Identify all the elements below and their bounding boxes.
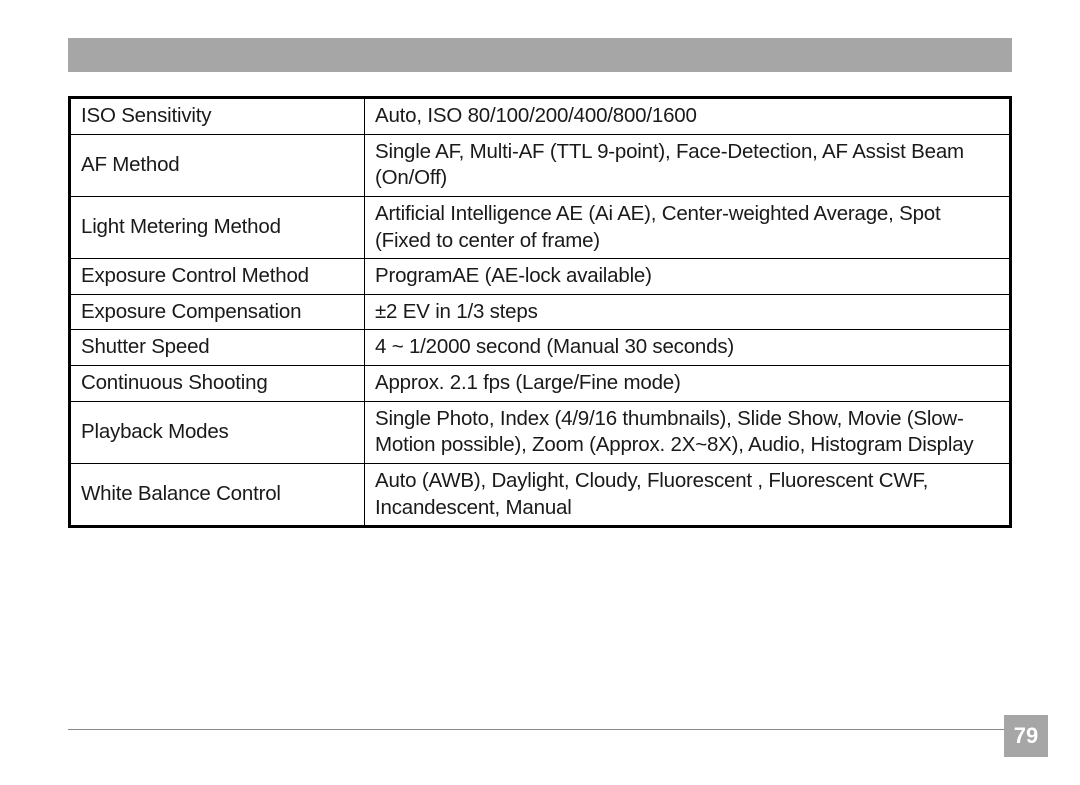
table-row: Exposure Control Method ProgramAE (AE-lo… (70, 259, 1011, 295)
table-row: White Balance Control Auto (AWB), Daylig… (70, 464, 1011, 527)
spec-label: Light Metering Method (70, 196, 365, 258)
spec-label: Playback Modes (70, 401, 365, 463)
spec-label: AF Method (70, 134, 365, 196)
table-row: Playback Modes Single Photo, Index (4/9/… (70, 401, 1011, 463)
spec-label: Continuous Shooting (70, 366, 365, 402)
spec-value: Auto, ISO 80/100/200/400/800/1600 (365, 98, 1011, 135)
table-row: ISO Sensitivity Auto, ISO 80/100/200/400… (70, 98, 1011, 135)
page-number: 79 (1014, 723, 1038, 749)
spec-value: Single AF, Multi-AF (TTL 9-point), Face-… (365, 134, 1011, 196)
table-row: AF Method Single AF, Multi-AF (TTL 9-poi… (70, 134, 1011, 196)
spec-label: Exposure Control Method (70, 259, 365, 295)
spec-label: Shutter Speed (70, 330, 365, 366)
spec-value: ±2 EV in 1/3 steps (365, 294, 1011, 330)
spec-value: 4 ~ 1/2000 second (Manual 30 seconds) (365, 330, 1011, 366)
spec-label: White Balance Control (70, 464, 365, 527)
spec-value: Single Photo, Index (4/9/16 thumbnails),… (365, 401, 1011, 463)
spec-value: Auto (AWB), Daylight, Cloudy, Fluorescen… (365, 464, 1011, 527)
table-row: Shutter Speed 4 ~ 1/2000 second (Manual … (70, 330, 1011, 366)
spec-value: Approx. 2.1 fps (Large/Fine mode) (365, 366, 1011, 402)
table-row: Exposure Compensation ±2 EV in 1/3 steps (70, 294, 1011, 330)
spec-value: Artificial Intelligence AE (Ai AE), Cent… (365, 196, 1011, 258)
spec-label: Exposure Compensation (70, 294, 365, 330)
table-row: Light Metering Method Artificial Intelli… (70, 196, 1011, 258)
spec-value: ProgramAE (AE-lock available) (365, 259, 1011, 295)
spec-table: ISO Sensitivity Auto, ISO 80/100/200/400… (68, 96, 1012, 528)
table-row: Continuous Shooting Approx. 2.1 fps (Lar… (70, 366, 1011, 402)
spec-label: ISO Sensitivity (70, 98, 365, 135)
page-number-box: 79 (1004, 715, 1048, 757)
header-bar (68, 38, 1012, 72)
footer-rule (68, 729, 1012, 730)
